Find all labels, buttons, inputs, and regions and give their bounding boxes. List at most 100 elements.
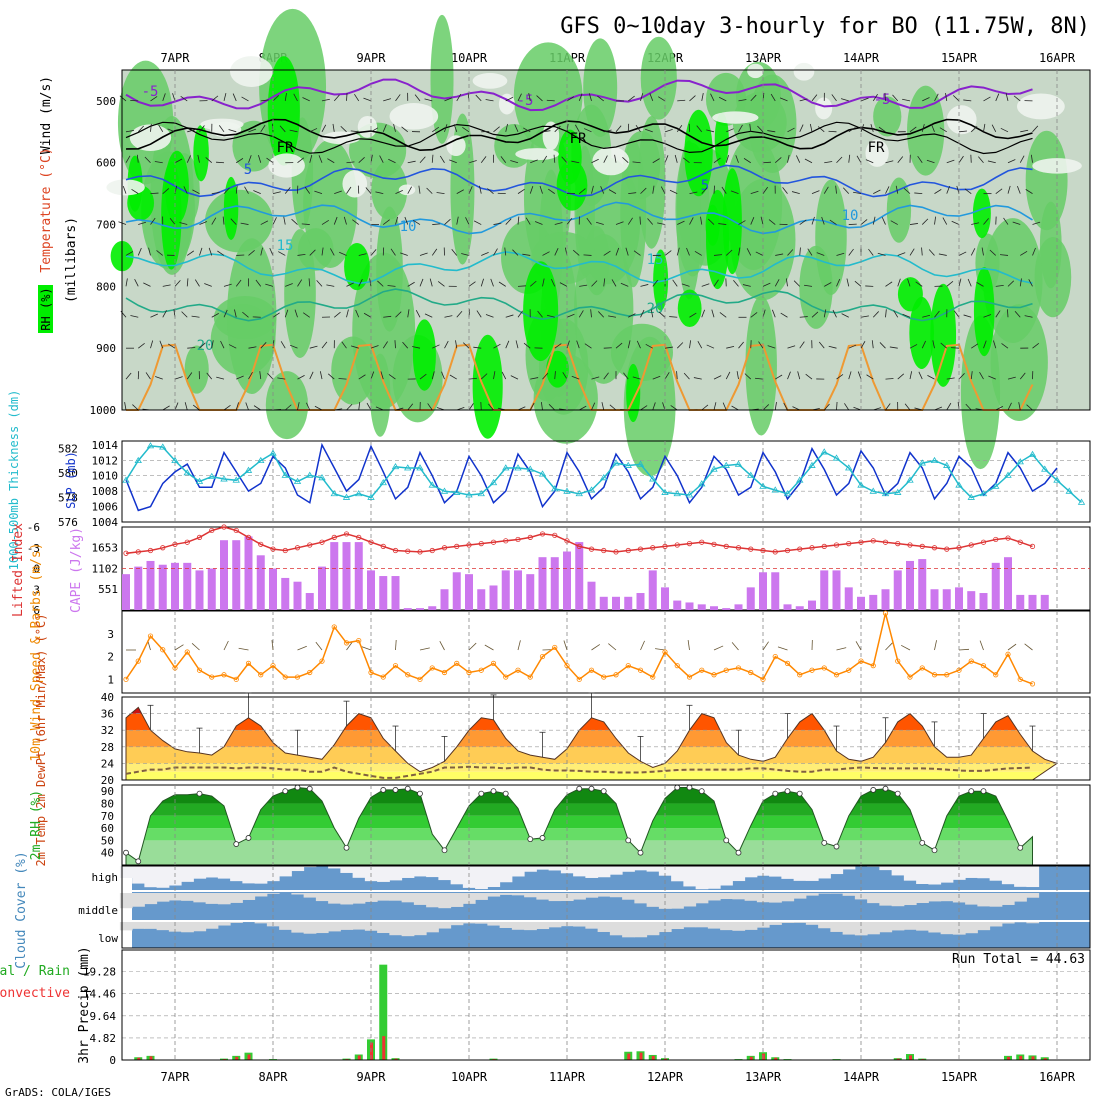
wind-barb [412, 346, 421, 349]
wind-barb [159, 340, 164, 349]
cloud-block [254, 893, 268, 897]
wind-barb [1013, 95, 1021, 102]
wind-barb [909, 371, 913, 380]
cloud-block [916, 922, 929, 931]
cape-bar [379, 576, 388, 610]
thickness-marker [502, 464, 510, 471]
cape-bar [685, 602, 694, 610]
wind-barb [379, 155, 384, 163]
wind10m-marker [552, 644, 558, 651]
rh-marker [1017, 844, 1024, 851]
label-convective: Convective [0, 986, 70, 1001]
wind-barb [363, 312, 372, 318]
wind-barb [321, 124, 327, 133]
cape-bar [207, 568, 216, 610]
wind-barb [493, 343, 501, 349]
thickness-marker [428, 481, 436, 488]
cape-bar [710, 606, 718, 610]
rh-shade-dry [515, 148, 559, 161]
wind-barb [232, 93, 237, 102]
cloud-block [487, 922, 501, 926]
wind-barb [846, 278, 850, 287]
wind10m-marker [147, 633, 154, 639]
wind-barb [316, 280, 323, 287]
wind-barb [400, 252, 408, 256]
pressure-tick: 900 [96, 342, 116, 355]
wind-barb [150, 340, 154, 349]
li-marker [588, 546, 595, 552]
cloud-block [830, 866, 844, 875]
wind-barb [664, 155, 669, 163]
wind-barb [206, 372, 213, 380]
wind-barb [738, 124, 743, 133]
wind-tick: 3 [107, 628, 114, 641]
wind10m-marker [270, 663, 276, 669]
rh-marker [196, 790, 203, 797]
ylabel-total-rain: Total / RainConvective [0, 964, 70, 1001]
wind-barb [314, 190, 323, 195]
wind-barb [321, 341, 328, 349]
wind-barb [432, 223, 441, 225]
li-marker [539, 531, 546, 537]
wind10m-marker [454, 660, 460, 666]
cloud-block [426, 922, 439, 933]
precip-tick: 9.64 [90, 1010, 117, 1023]
wind-barb [964, 188, 972, 194]
rh-marker [772, 790, 779, 797]
wind-barb [517, 285, 527, 287]
cloud-block [1001, 866, 1015, 885]
cloud-block [230, 922, 243, 923]
thickness-marker [1077, 498, 1086, 505]
cloud-block [585, 893, 599, 898]
wind-barb [468, 403, 474, 411]
rh-shade-mid [732, 92, 787, 153]
rh-outline [125, 786, 1033, 866]
rh-shade-bright [223, 176, 239, 240]
thickness-marker [979, 489, 988, 497]
cloud-block [830, 922, 844, 932]
cloud-block [818, 893, 831, 894]
cloud-block [585, 922, 599, 929]
cloud-block [499, 893, 513, 895]
li-marker [1029, 543, 1036, 549]
wind-barb [841, 313, 849, 318]
wind-barb [970, 371, 973, 380]
rh-shade-dry [200, 118, 244, 131]
wind-barb [652, 279, 659, 287]
thickness-marker [722, 461, 730, 468]
thickness-marker [649, 475, 657, 482]
wind-barb [542, 130, 551, 133]
thickness-marker [1004, 471, 1012, 478]
rh-shade-bright [677, 289, 702, 328]
wind-barb [601, 402, 605, 411]
wind10m-marker [576, 676, 582, 682]
rh-marker [821, 839, 828, 846]
date-label-bottom: 7APR [161, 1070, 191, 1084]
cape-bar [979, 593, 988, 610]
wind-barb [314, 405, 323, 411]
cloud-block [1014, 866, 1027, 887]
panel-frame [121, 949, 1091, 1061]
temperature-contour-surface [126, 343, 1034, 411]
li-marker [429, 547, 435, 554]
wind-barb [326, 284, 335, 287]
thickness-tick: 578 [58, 491, 78, 504]
cloud-block [597, 866, 611, 878]
contour-label: 15 [277, 238, 294, 254]
thickness-marker [281, 471, 289, 478]
cloud-block [389, 866, 403, 881]
wind-barb [554, 222, 563, 225]
cloud-block [156, 866, 170, 888]
rh-marker [233, 841, 240, 847]
wind-barb [294, 309, 298, 318]
rh-shade-bright [714, 112, 729, 168]
cloud-block [585, 866, 599, 878]
wind-barb [796, 155, 801, 163]
thickness-marker [220, 475, 228, 482]
date-label-bottom: 8APR [259, 1070, 289, 1084]
cloud-block [879, 922, 893, 933]
thickness-marker [367, 493, 375, 500]
li-marker [833, 542, 840, 548]
cloud-block [401, 922, 415, 937]
wind-barb [804, 158, 813, 164]
